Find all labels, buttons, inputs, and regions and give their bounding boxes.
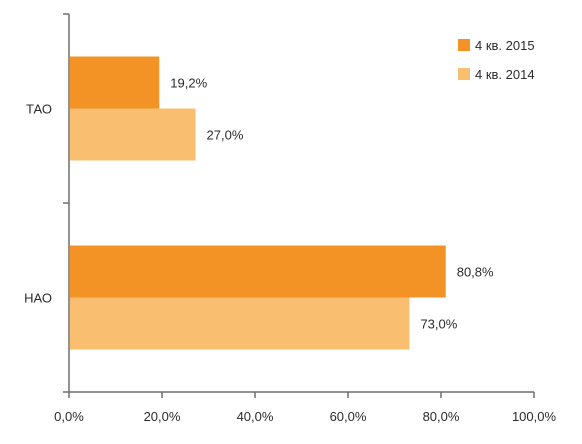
legend-swatch bbox=[458, 39, 470, 51]
bar bbox=[70, 108, 196, 161]
legend-label: 4 кв. 2015 bbox=[475, 38, 535, 53]
x-tick-label: 60,0% bbox=[330, 409, 367, 424]
bar bbox=[70, 297, 410, 350]
x-tick-label: 80,0% bbox=[423, 409, 460, 424]
data-label: 73,0% bbox=[420, 317, 457, 332]
legend-label: 4 кв. 2014 bbox=[475, 67, 535, 82]
labels: ТАО 19,2% 27,0% НАО 80,8% 73,0% bbox=[24, 76, 494, 332]
category-label: НАО bbox=[24, 291, 52, 306]
axes: 0,0% 20,0% 40,0% 60,0% 80,0% 100,0% bbox=[54, 13, 557, 424]
x-tick-label: 20,0% bbox=[144, 409, 181, 424]
data-label: 19,2% bbox=[170, 76, 207, 91]
x-tick-label: 100,0% bbox=[512, 409, 557, 424]
bar bbox=[70, 245, 446, 298]
data-label: 80,8% bbox=[457, 265, 494, 280]
category-label: ТАО bbox=[26, 102, 52, 117]
x-tick-label: 40,0% bbox=[237, 409, 274, 424]
data-label: 27,0% bbox=[207, 128, 244, 143]
legend-swatch bbox=[458, 68, 470, 80]
bar bbox=[70, 56, 160, 109]
x-tick-label: 0,0% bbox=[54, 409, 84, 424]
bars bbox=[70, 56, 446, 350]
legend: 4 кв. 2015 4 кв. 2014 bbox=[458, 38, 535, 82]
